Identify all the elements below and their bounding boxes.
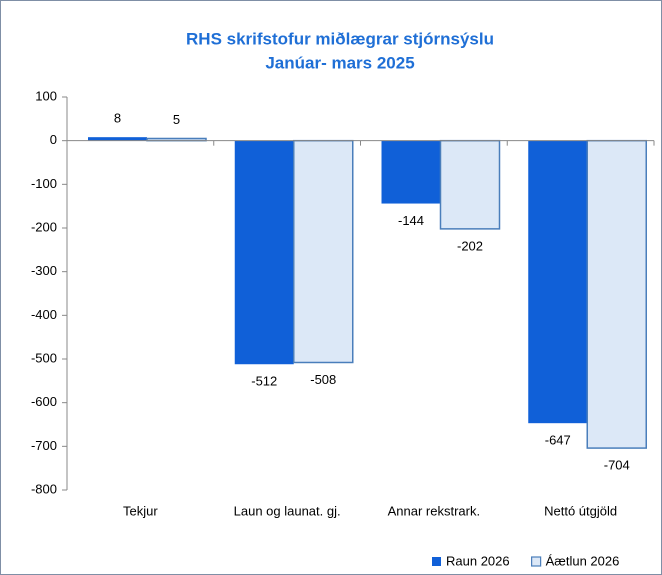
legend-label: Raun 2026 bbox=[446, 553, 510, 568]
legend-label: Áætlun 2026 bbox=[546, 553, 620, 568]
legend-swatch bbox=[432, 557, 441, 566]
x-tick-label: Annar rekstrark. bbox=[388, 503, 480, 518]
data-label: -647 bbox=[545, 433, 571, 448]
bar bbox=[528, 140, 588, 424]
y-tick-label: -800 bbox=[31, 481, 57, 496]
y-tick-label: -700 bbox=[31, 438, 57, 453]
data-label: -704 bbox=[604, 458, 630, 473]
chart-subtitle: Janúar- mars 2025 bbox=[265, 53, 414, 72]
bar bbox=[234, 140, 294, 365]
legend-swatch bbox=[531, 556, 542, 567]
chart-title: RHS skrifstofur miðlægrar stjórnsýslu bbox=[186, 29, 494, 48]
y-tick-label: -300 bbox=[31, 263, 57, 278]
bar bbox=[88, 137, 147, 141]
x-tick-label: Tekjur bbox=[123, 503, 158, 518]
y-tick-label: -500 bbox=[31, 350, 57, 365]
data-label: 8 bbox=[114, 111, 121, 126]
data-label: 5 bbox=[173, 112, 180, 127]
data-label: -512 bbox=[251, 374, 277, 389]
y-tick-label: -100 bbox=[31, 176, 57, 191]
data-label: -202 bbox=[457, 238, 483, 253]
y-tick-label: -600 bbox=[31, 394, 57, 409]
bar bbox=[381, 140, 441, 204]
x-tick-label: Laun og launat. gj. bbox=[234, 503, 341, 518]
bar bbox=[439, 139, 501, 230]
y-tick-label: 100 bbox=[35, 88, 57, 103]
data-label: -144 bbox=[398, 213, 424, 228]
y-tick-label: 0 bbox=[50, 132, 57, 147]
data-label: -508 bbox=[310, 372, 336, 387]
bar bbox=[586, 139, 647, 449]
bar bbox=[293, 139, 354, 364]
x-tick-label: Nettó útgjöld bbox=[544, 503, 617, 518]
y-tick-label: -400 bbox=[31, 307, 57, 322]
y-tick-label: -200 bbox=[31, 219, 57, 234]
